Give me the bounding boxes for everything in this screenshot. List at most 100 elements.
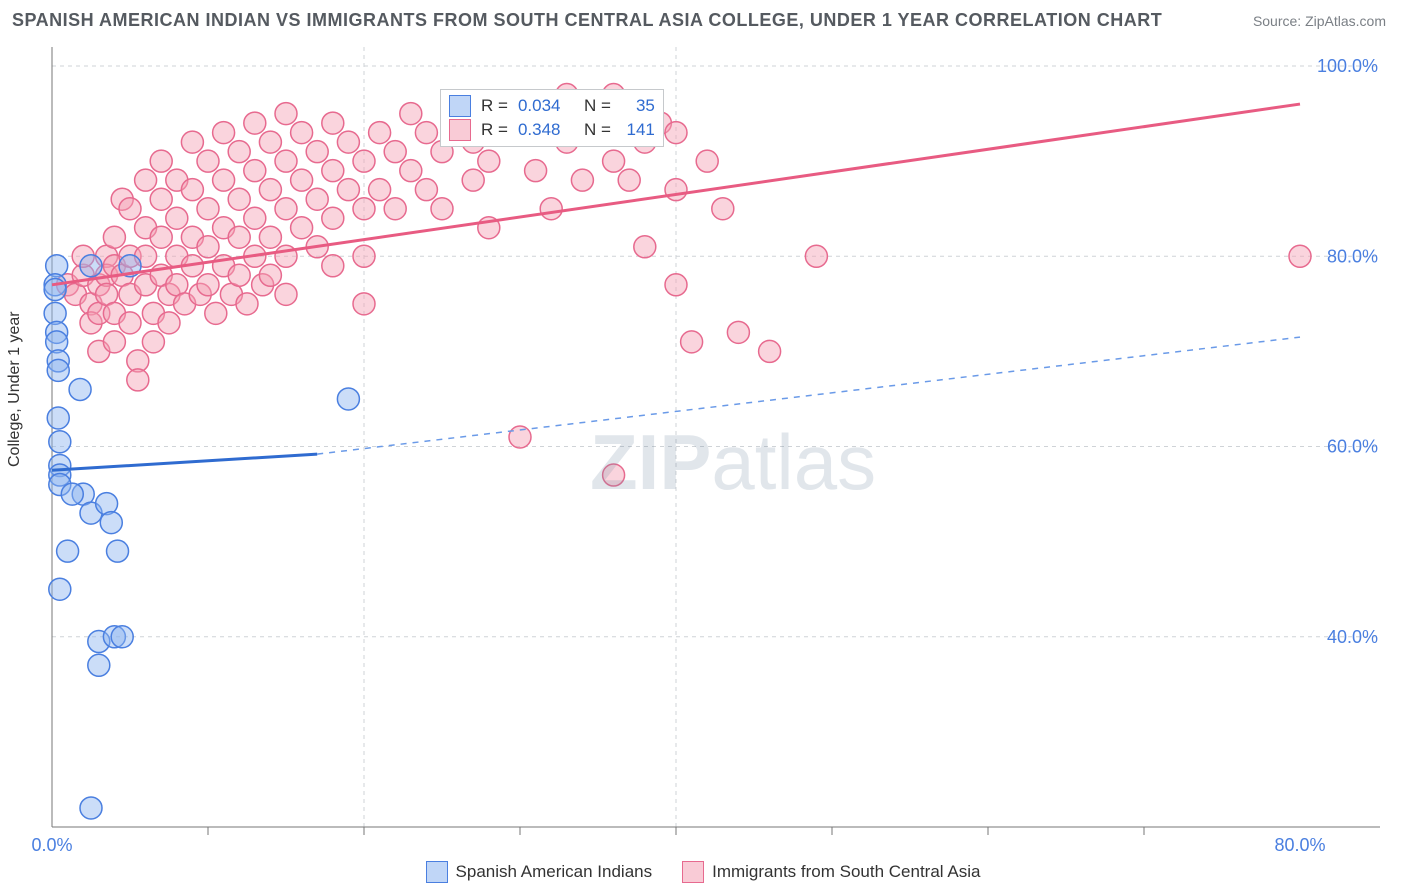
data-point — [259, 131, 281, 153]
data-point — [111, 626, 133, 648]
data-point — [103, 331, 125, 353]
data-point — [1289, 245, 1311, 267]
data-point — [353, 150, 375, 172]
data-point — [384, 198, 406, 220]
data-point — [213, 122, 235, 144]
data-point — [337, 131, 359, 153]
data-point — [205, 302, 227, 324]
svg-text:40.0%: 40.0% — [1327, 627, 1378, 647]
r-value: 0.034 — [518, 94, 574, 118]
data-point — [275, 283, 297, 305]
data-point — [400, 103, 422, 125]
data-point — [665, 122, 687, 144]
data-point — [291, 122, 313, 144]
legend-label: Immigrants from South Central Asia — [712, 862, 980, 882]
data-point — [618, 169, 640, 191]
data-point — [415, 179, 437, 201]
data-point — [259, 179, 281, 201]
data-point — [259, 226, 281, 248]
data-point — [322, 160, 344, 182]
data-point — [181, 179, 203, 201]
data-point — [197, 236, 219, 258]
data-point — [181, 131, 203, 153]
data-point — [107, 540, 129, 562]
data-point — [119, 198, 141, 220]
data-point — [322, 207, 344, 229]
legend-row: R =0.348N =141 — [449, 118, 655, 142]
data-point — [369, 179, 391, 201]
data-point — [103, 226, 125, 248]
data-point — [150, 188, 172, 210]
data-point — [80, 255, 102, 277]
data-point — [228, 264, 250, 286]
chart-title: SPANISH AMERICAN INDIAN VS IMMIGRANTS FR… — [12, 10, 1162, 31]
data-point — [478, 150, 500, 172]
data-point — [275, 198, 297, 220]
data-point — [603, 464, 625, 486]
n-label: N = — [584, 118, 611, 142]
data-point — [213, 169, 235, 191]
data-point — [712, 198, 734, 220]
svg-text:0.0%: 0.0% — [31, 835, 72, 855]
data-point — [275, 150, 297, 172]
legend-swatch-blue — [426, 861, 448, 883]
data-point — [415, 122, 437, 144]
legend-row: R = 0.034 N = 35 — [449, 94, 655, 118]
svg-text:100.0%: 100.0% — [1317, 56, 1378, 76]
data-point — [384, 141, 406, 163]
data-point — [259, 264, 281, 286]
data-point — [228, 141, 250, 163]
data-point — [727, 321, 749, 343]
chart-container: College, Under 1 year 100.0% 80.0% 60.0% 40… — [0, 37, 1406, 887]
trend-line-blue-solid — [52, 454, 317, 470]
data-point — [540, 198, 562, 220]
data-point — [805, 245, 827, 267]
legend-swatch-blue — [449, 95, 471, 117]
n-value: 35 — [621, 94, 655, 118]
data-point — [119, 312, 141, 334]
legend-label: Spanish American Indians — [456, 862, 653, 882]
scatter-chart: 100.0% 80.0% 60.0% 40.0% 0.0% 80.0% — [0, 37, 1406, 887]
data-point — [127, 369, 149, 391]
data-point — [135, 169, 157, 191]
correlation-legend: R =0.034N =35R =0.348N =141 — [440, 89, 664, 147]
data-point — [150, 226, 172, 248]
data-point — [353, 198, 375, 220]
y-axis-label: College, Under 1 year — [6, 311, 24, 467]
data-point — [69, 378, 91, 400]
data-point — [681, 331, 703, 353]
data-point — [525, 160, 547, 182]
data-point — [57, 540, 79, 562]
data-point — [197, 198, 219, 220]
data-point — [603, 150, 625, 172]
data-point — [337, 179, 359, 201]
data-point — [158, 312, 180, 334]
data-point — [47, 359, 69, 381]
data-point — [275, 103, 297, 125]
data-point — [571, 169, 593, 191]
data-point — [322, 255, 344, 277]
data-point — [49, 431, 71, 453]
data-point — [47, 407, 69, 429]
data-point — [244, 207, 266, 229]
data-point — [61, 483, 83, 505]
data-point — [634, 236, 656, 258]
data-point — [291, 169, 313, 191]
n-label: N = — [584, 94, 611, 118]
data-point — [306, 141, 328, 163]
svg-text:80.0%: 80.0% — [1327, 246, 1378, 266]
r-value: 0.348 — [518, 118, 574, 142]
source-label: Source: ZipAtlas.com — [1253, 13, 1386, 29]
data-point — [197, 274, 219, 296]
data-point — [100, 512, 122, 534]
data-point — [696, 150, 718, 172]
svg-text:60.0%: 60.0% — [1327, 437, 1378, 457]
data-point — [236, 293, 258, 315]
data-point — [49, 578, 71, 600]
svg-text:80.0%: 80.0% — [1274, 835, 1325, 855]
data-point — [337, 388, 359, 410]
data-point — [353, 245, 375, 267]
data-point — [166, 207, 188, 229]
legend-item: Spanish American Indians — [426, 861, 653, 883]
r-label: R = — [481, 94, 508, 118]
